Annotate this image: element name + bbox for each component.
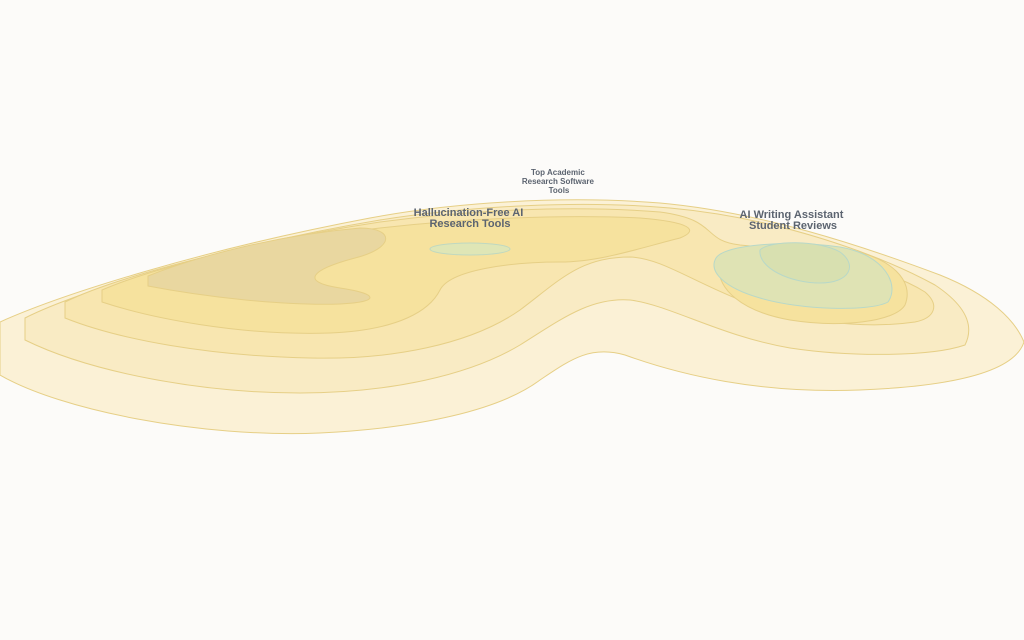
label-line: Hallucination-Free AI	[414, 207, 524, 219]
label-line: Research Software	[522, 177, 595, 186]
label-line: Top Academic	[531, 168, 585, 177]
contour-6	[147, 227, 387, 305]
label: Top Academic Research Software Tools	[522, 168, 596, 195]
contour-4	[101, 216, 691, 334]
label: Hallucination-Free AI Research Tools	[414, 207, 527, 230]
label-line: AI Writing Assistant	[740, 209, 844, 221]
label-line: Research Tools	[429, 218, 510, 230]
contour-7	[429, 242, 511, 256]
label-line: Tools	[549, 186, 570, 195]
label: AI Writing Assistant Student Reviews	[740, 209, 847, 232]
contour-9	[759, 242, 850, 284]
label-line: Student Reviews	[749, 220, 837, 232]
